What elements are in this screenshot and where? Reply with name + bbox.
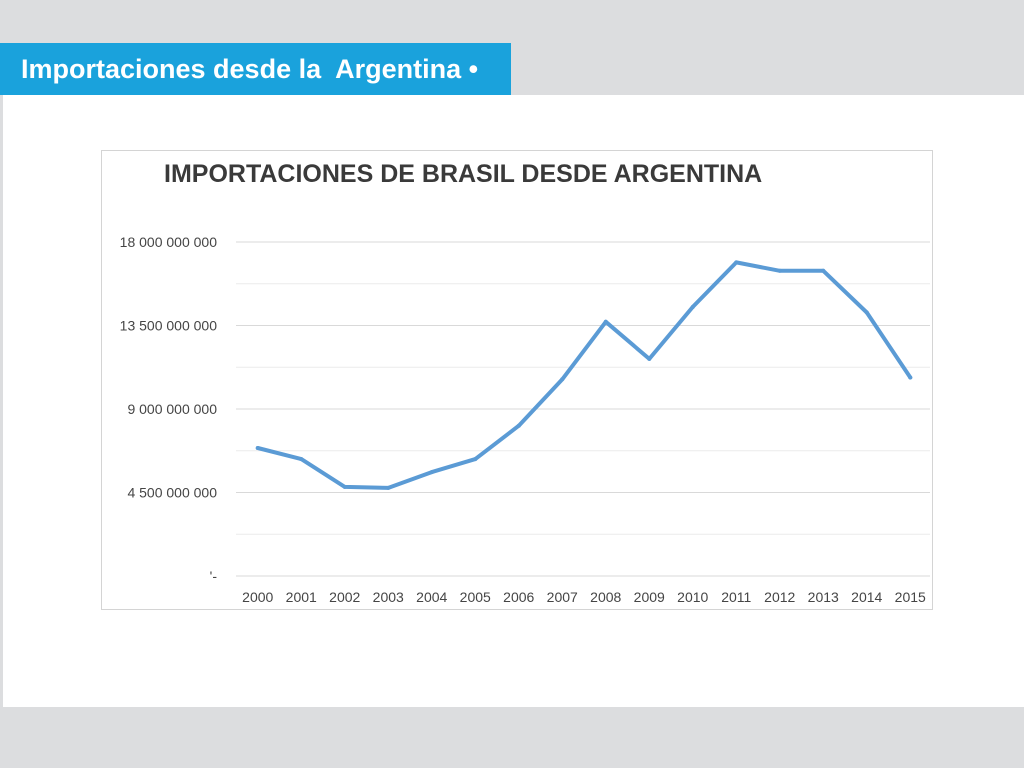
data-point — [821, 268, 826, 273]
y-tick-label: 9 000 000 000 — [127, 401, 217, 417]
data-point — [386, 485, 391, 490]
data-point — [864, 310, 869, 315]
x-tick-label: 2007 — [547, 589, 578, 605]
x-tick-label: 2009 — [634, 589, 665, 605]
y-tick-label: 13 500 000 000 — [120, 318, 218, 334]
x-tick-label: 2003 — [373, 589, 404, 605]
chart-frame: IMPORTACIONES DE BRASIL DESDE ARGENTINA … — [101, 150, 933, 610]
y-tick-label: 18 000 000 000 — [120, 234, 218, 250]
data-point — [429, 470, 434, 475]
chart-title: IMPORTACIONES DE BRASIL DESDE ARGENTINA — [164, 160, 762, 188]
y-tick-label: '- — [210, 568, 218, 584]
data-point — [473, 457, 478, 462]
x-tick-label: 2011 — [721, 589, 751, 605]
data-point — [516, 423, 521, 428]
data-point — [342, 484, 347, 489]
y-tick-label: 4 500 000 000 — [127, 485, 217, 501]
x-tick-label: 2002 — [329, 589, 360, 605]
data-point — [734, 260, 739, 265]
x-tick-label: 2012 — [764, 589, 795, 605]
data-point — [690, 304, 695, 309]
data-point — [777, 268, 782, 273]
grid-lines — [236, 241, 930, 577]
x-axis-ticks: 2000 2001 2002 2003 2004 2005 2006 2007 2008 2009… — [242, 589, 926, 605]
x-tick-label: 2000 — [242, 589, 273, 605]
x-tick-label: 2015 — [895, 589, 926, 605]
data-point — [647, 356, 652, 361]
data-point — [603, 319, 608, 324]
y-axis-ticks: '- 4 500 000 000 9 000 000 000 13 500 000 0… — [120, 234, 218, 584]
x-tick-label: 2010 — [677, 589, 708, 605]
slide-left-edge — [0, 95, 3, 707]
series-layer — [255, 260, 913, 490]
x-tick-label: 2008 — [590, 589, 621, 605]
series-line — [255, 260, 913, 490]
data-point — [560, 377, 565, 382]
data-point — [299, 457, 304, 462]
x-tick-label: 2006 — [503, 589, 534, 605]
data-point — [908, 375, 913, 380]
x-tick-label: 2004 — [416, 589, 447, 605]
line-chart: IMPORTACIONES DE BRASIL DESDE ARGENTINA … — [120, 160, 930, 605]
x-tick-label: 2005 — [460, 589, 491, 605]
data-point — [255, 445, 260, 450]
x-tick-label: 2014 — [851, 589, 882, 605]
slide-title: Importaciones desde la Argentina • — [0, 43, 511, 95]
x-tick-label: 2013 — [808, 589, 839, 605]
x-tick-label: 2001 — [286, 589, 317, 605]
